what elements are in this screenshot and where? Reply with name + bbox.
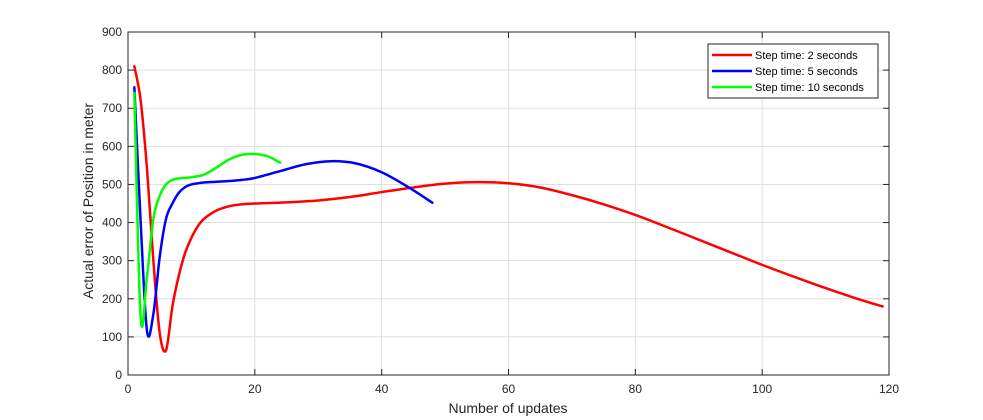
y-axis-label: Actual error of Position in meter [80, 103, 96, 299]
y-tick-label: 600 [102, 139, 122, 153]
x-tick-label: 40 [375, 382, 389, 396]
y-tick-label: 400 [102, 216, 122, 230]
y-tick-label: 0 [115, 368, 122, 382]
y-tick-label: 800 [102, 63, 122, 77]
legend-label: Step time: 10 seconds [755, 82, 864, 94]
series-line-3 [133, 91, 282, 328]
series-line-1 [133, 65, 884, 353]
x-axis-label: Number of updates [448, 400, 567, 416]
x-tick-label: 100 [752, 382, 772, 396]
y-tick-label: 200 [102, 292, 122, 306]
legend-label: Step time: 2 seconds [755, 50, 858, 62]
x-tick-label: 120 [879, 382, 899, 396]
axes [127, 31, 890, 376]
y-tick-label: 900 [102, 25, 122, 39]
legend: Step time: 2 seconds Step time: 5 seconds… [707, 43, 879, 99]
x-tick-label: 0 [125, 382, 132, 396]
x-tick-label: 20 [248, 382, 262, 396]
series-line-2 [133, 86, 434, 338]
tick-labels: 0 20 40 60 80 100 120 0 100 200 300 400 500 600 700 800… [102, 25, 899, 396]
y-tick-label: 300 [102, 254, 122, 268]
legend-label: Step time: 5 seconds [755, 66, 858, 78]
x-tick-label: 80 [629, 382, 643, 396]
x-tick-label: 60 [502, 382, 516, 396]
y-tick-label: 100 [102, 330, 122, 344]
series-lines [133, 65, 884, 353]
y-tick-label: 500 [102, 177, 122, 191]
y-tick-label: 700 [102, 101, 122, 115]
